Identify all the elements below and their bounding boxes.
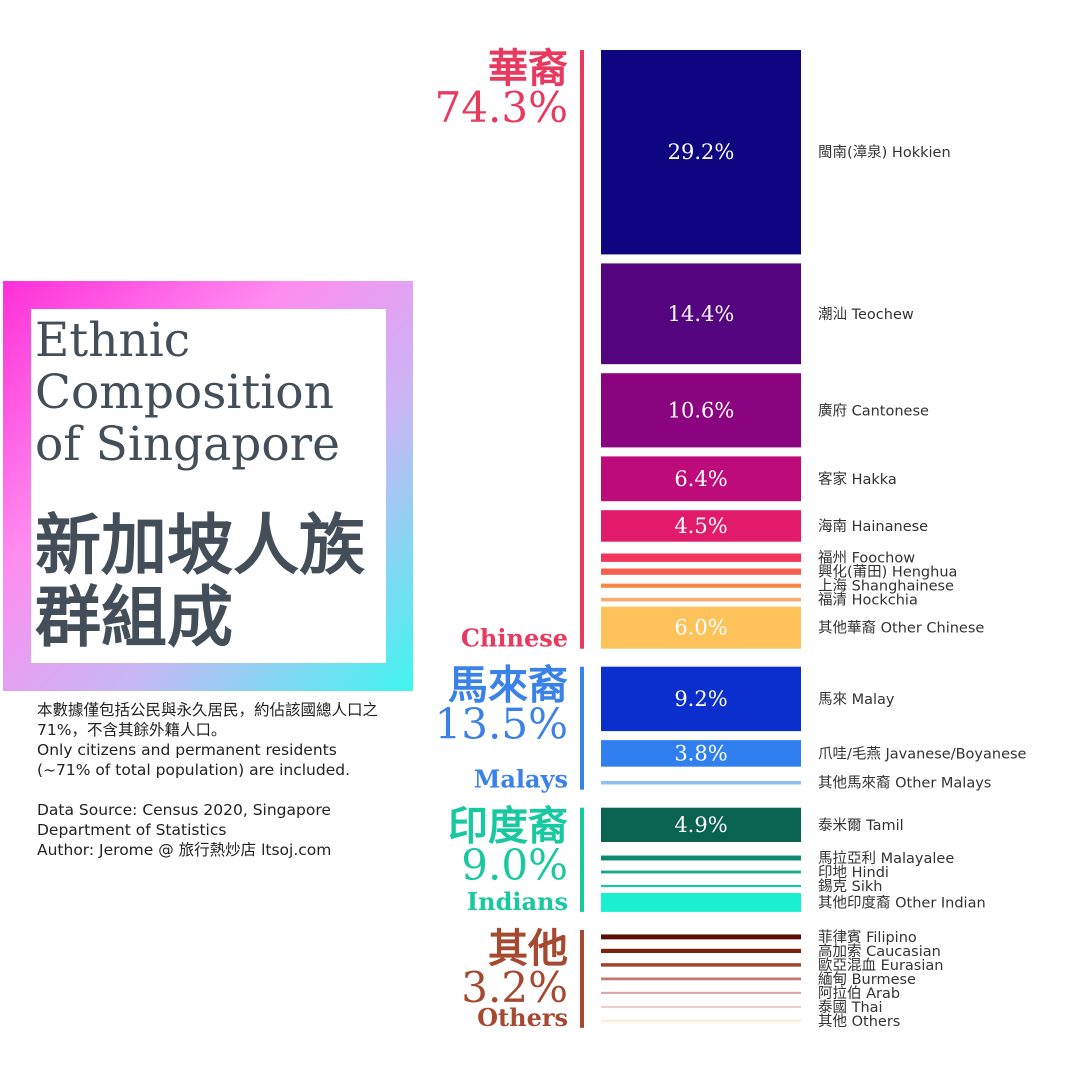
bar: [601, 884, 801, 888]
value-label: 4.9%: [674, 813, 727, 837]
category-label: 錫克 Sikh: [818, 878, 882, 895]
category-label: 歐亞混血 Eurasian: [818, 957, 943, 974]
bar: [601, 991, 801, 994]
bar: [601, 606, 801, 649]
bar: [601, 583, 801, 588]
group-name: Indians: [467, 887, 568, 916]
bar: [601, 50, 801, 255]
category-label: 印地 Hindi: [818, 864, 889, 881]
group-name: Chinese: [461, 624, 568, 653]
source: Data Source: Census 2020, Singapore Depa…: [37, 801, 331, 839]
category-label: 馬來 Malay: [818, 691, 895, 708]
category-label: 緬甸 Burmese: [818, 971, 916, 988]
note-en: Only citizens and permanent residents (~…: [37, 741, 351, 779]
bar: [601, 893, 801, 912]
category-label: 泰國 Thai: [818, 999, 883, 1016]
category-label: 福州 Foochow: [818, 550, 915, 567]
category-label: 閩南(漳泉) Hokkien: [818, 143, 951, 161]
bar: [601, 597, 801, 602]
category-label: 泰米爾 Tamil: [818, 817, 904, 834]
group-name-zh: 其他: [488, 925, 568, 972]
value-label: 29.2%: [668, 140, 735, 164]
value-label: 4.5%: [674, 514, 727, 538]
bar: [601, 780, 801, 785]
note-zh: 本數據僅包括公民與永久居民，約佔該國總人口之71%，不含其餘外籍人口。: [37, 701, 379, 739]
value-label: 6.0%: [674, 616, 727, 640]
category-label: 上海 Shanghainese: [818, 578, 954, 595]
bar: [601, 948, 801, 953]
category-label: 爪哇/毛燕 Javanese/Boyanese: [818, 745, 1027, 762]
bar: [601, 977, 801, 981]
category-label: 阿拉伯 Arab: [818, 985, 900, 1002]
notes: 本數據僅包括公民與永久居民，約佔該國總人口之71%，不含其餘外籍人口。 Only…: [37, 700, 387, 860]
bar: [601, 373, 801, 448]
group-percent: 13.5%: [435, 700, 568, 749]
title-box: Ethnic Composition of Singapore 新加坡人族群組成: [31, 309, 386, 663]
group-name: Malays: [474, 765, 568, 794]
chart-title-zh: 新加坡人族群組成: [35, 506, 365, 656]
category-label: 其他馬來裔 Other Malays: [818, 775, 991, 792]
category-label: 潮汕 Teochew: [818, 306, 914, 323]
category-label: 海南 Hainanese: [818, 518, 928, 535]
category-label: 福清 Hockchia: [818, 592, 918, 609]
group-name-zh: 印度裔: [448, 803, 568, 850]
category-label: 興化(莆田) Henghua: [818, 564, 957, 581]
group-percent: 9.0%: [461, 841, 568, 890]
bar: [601, 870, 801, 874]
group-line: [580, 807, 584, 912]
category-label: 高加索 Caucasian: [818, 943, 941, 960]
group-line: [580, 929, 584, 1028]
value-label: 14.4%: [668, 302, 735, 326]
group-line: [580, 50, 584, 649]
category-label: 廣府 Cantonese: [818, 402, 929, 419]
value-label: 3.8%: [674, 741, 727, 765]
bar: [601, 934, 801, 940]
bar: [601, 1019, 801, 1023]
author: Author: Jerome @ 旅行熱炒店 ltsoj.com: [37, 841, 332, 859]
group-percent: 3.2%: [461, 963, 568, 1012]
category-label: 其他華裔 Other Chinese: [818, 620, 984, 637]
category-label: 馬拉亞利 Malayalee: [818, 850, 954, 867]
bar: [601, 740, 801, 767]
bar: [601, 456, 801, 502]
bar: [601, 553, 801, 562]
bar: [601, 263, 801, 365]
group-name: Others: [477, 1003, 568, 1032]
bar: [601, 568, 801, 575]
value-label: 10.6%: [668, 398, 735, 422]
bar: [601, 666, 801, 732]
group-name-zh: 馬來裔: [448, 662, 568, 709]
group-percent: 74.3%: [435, 83, 568, 132]
category-label: 其他 Others: [818, 1013, 900, 1030]
group-line: [580, 666, 584, 790]
title-frame: Ethnic Composition of Singapore 新加坡人族群組成: [3, 281, 413, 691]
bar: [601, 1005, 801, 1008]
value-label: 6.4%: [674, 467, 727, 491]
bar: [601, 855, 801, 861]
chart-title: Ethnic Composition of Singapore: [35, 313, 340, 472]
group-name-zh: 華裔: [488, 45, 568, 92]
value-label: 9.2%: [674, 687, 727, 711]
bar: [601, 510, 801, 542]
bar: [601, 807, 801, 842]
category-label: 其他印度裔 Other Indian: [818, 894, 986, 911]
category-label: 客家 Hakka: [818, 471, 897, 488]
bar: [601, 963, 801, 967]
category-label: 菲律賓 Filipino: [818, 928, 917, 946]
